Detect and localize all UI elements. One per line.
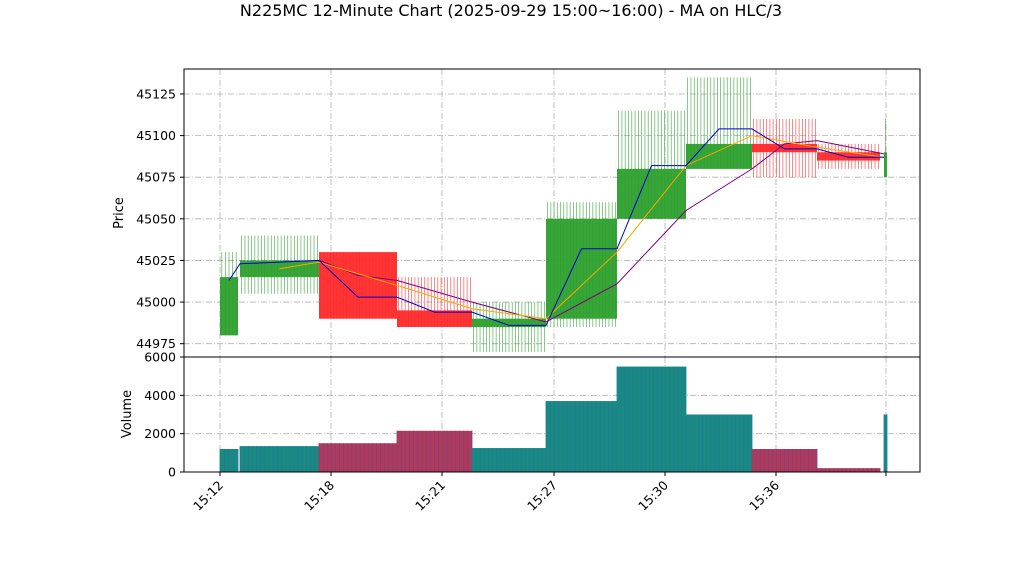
volume-bar-fill — [546, 401, 617, 472]
volume-bar — [318, 443, 398, 472]
candle — [220, 252, 238, 336]
volume-bar-fill — [617, 366, 686, 472]
x-tick-label: 15:36 — [746, 477, 782, 513]
volume-bar — [396, 430, 473, 472]
x-tick-label: 15:12 — [190, 478, 226, 514]
price-tick-label: 45000 — [136, 295, 176, 310]
volume-bar — [883, 414, 888, 472]
volume-bar — [816, 468, 881, 472]
candle — [617, 110, 686, 219]
volume-bar-fill — [240, 446, 319, 472]
x-tick-label: 15:30 — [635, 477, 671, 513]
candle-body — [472, 318, 546, 328]
volume-tick-label: 0 — [168, 465, 176, 480]
volume-bar — [616, 366, 687, 472]
candle-body — [319, 252, 397, 319]
volume-tick-label: 2000 — [144, 426, 176, 441]
candle-body — [546, 218, 617, 319]
candle — [546, 202, 617, 328]
price-tick-label: 45100 — [136, 128, 176, 143]
volume-bar — [751, 449, 818, 472]
candle — [319, 252, 397, 319]
volume-tick-label: 6000 — [144, 350, 176, 365]
x-tick-label: 15:18 — [301, 477, 337, 513]
candle — [686, 77, 752, 169]
volume-bar-fill — [319, 443, 397, 472]
candle — [817, 143, 880, 169]
candle-body — [220, 277, 238, 336]
price-tick-label: 44975 — [136, 336, 176, 351]
ma-mid-line — [279, 135, 885, 320]
volume-bar-fill — [817, 468, 880, 472]
price-tick-label: 45025 — [136, 253, 176, 268]
candle-body — [752, 143, 817, 153]
x-tick-label: 15:27 — [524, 478, 560, 514]
volume-bar — [239, 446, 320, 472]
price-axis-label: Price — [112, 197, 127, 229]
candle — [884, 118, 887, 178]
price-tick-label: 45125 — [136, 86, 176, 101]
candle — [472, 302, 546, 353]
volume-bar — [471, 448, 547, 472]
candle-body — [397, 310, 472, 328]
chart-title: N225MC 12-Minute Chart (2025-09-29 15:00… — [240, 1, 782, 20]
candle-body — [617, 168, 686, 219]
candle-body — [884, 152, 887, 178]
ma-short-line — [228, 128, 884, 326]
price-panel: 44975 45000 45025 45050 45075 45100 45125 — [136, 68, 921, 358]
x-tick-label: 15:21 — [412, 478, 448, 514]
volume-tick-label: 4000 — [144, 388, 176, 403]
volume-bar — [685, 414, 753, 472]
volume-bar-fill — [884, 414, 887, 472]
volume-bar — [219, 449, 239, 472]
candle-body — [817, 152, 880, 161]
volume-bar — [545, 401, 618, 472]
candle — [752, 118, 817, 178]
candle — [397, 277, 472, 328]
price-tick-label: 45075 — [136, 170, 176, 185]
volume-panel: 0 2000 4000 6000 15:12 15:18 15:21 15:27 15:30 15… — [144, 350, 921, 514]
price-tick-label: 45050 — [136, 211, 176, 226]
candle-body — [686, 143, 752, 169]
volume-axes-frame — [183, 356, 921, 473]
volume-axis-label: Volume — [120, 390, 135, 438]
ma-long-line — [318, 140, 885, 323]
